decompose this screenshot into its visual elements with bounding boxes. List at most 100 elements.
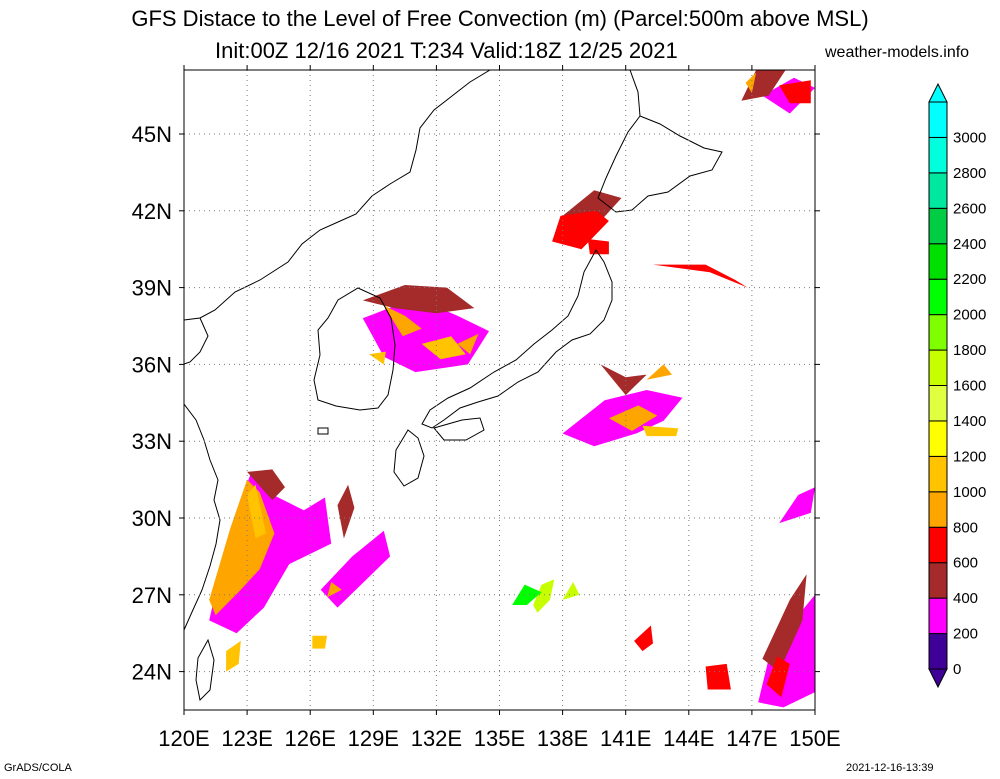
x-tick-label: 141E <box>600 726 651 751</box>
colorbar-label: 2600 <box>953 200 986 217</box>
field-patch <box>533 579 555 613</box>
x-tick-label: 135E <box>474 726 525 751</box>
x-tick-label: 132E <box>411 726 462 751</box>
colorbar-label: 3000 <box>953 129 986 146</box>
china-coastline-south <box>184 403 221 631</box>
field-patch <box>634 625 653 652</box>
field-patch <box>779 487 815 524</box>
colorbar-label: 800 <box>953 519 978 536</box>
colorbar-label: 0 <box>953 661 961 678</box>
colorbar-label: 1200 <box>953 448 986 465</box>
x-tick-label: 138E <box>537 726 588 751</box>
hokkaido-coastline <box>597 115 723 213</box>
colorbar-swatch <box>928 278 948 316</box>
y-tick-label: 45N <box>132 122 172 147</box>
colorbar-label: 200 <box>953 626 978 643</box>
colorbar-label: 1400 <box>953 413 986 430</box>
field-patch <box>312 635 327 649</box>
y-tick-label: 42N <box>132 199 172 224</box>
grid-lines <box>184 70 815 710</box>
y-tick-label: 33N <box>132 429 172 454</box>
shikoku-coastline <box>433 417 485 441</box>
field-patch <box>421 336 466 360</box>
colorbar-label: 1000 <box>953 484 986 501</box>
field-patch <box>745 72 757 93</box>
colorbar-label: 1800 <box>953 342 986 359</box>
colorbar: 0 200 400 600 800 1000 1200 1400 1600 1800 2000 220… <box>928 82 986 689</box>
field-patch <box>646 364 672 380</box>
field-patch <box>337 484 355 539</box>
jeju-coastline <box>317 427 329 435</box>
field-patch <box>383 305 422 337</box>
field-patch <box>587 239 609 255</box>
x-tick-label: 123E <box>221 726 272 751</box>
colorbar-label: 2800 <box>953 165 986 182</box>
y-tick-label: 30N <box>132 506 172 531</box>
map-title-line2: Init:00Z 12/16 2021 T:234 Valid:18Z 12/2… <box>215 38 678 63</box>
axis-ticks: 120E 123E 126E 129E 132E 135E 138E 141E 144E 147E… <box>132 65 841 751</box>
colorbar-label: 2000 <box>953 307 986 324</box>
colorbar-swatch <box>928 385 948 422</box>
colorbar-swatch <box>928 101 948 138</box>
field-patch <box>608 405 658 431</box>
colorbar-label: 400 <box>953 590 978 607</box>
field-patch <box>369 351 386 365</box>
colorbar-swatch <box>928 314 948 351</box>
x-tick-label: 147E <box>726 726 777 751</box>
field-patch <box>762 574 807 672</box>
colorbar-label: 600 <box>953 555 978 572</box>
software-credit: GrADS/COLA <box>4 762 72 774</box>
colorbar-swatch <box>928 562 948 599</box>
colorbar-swatch <box>928 420 948 457</box>
colorbar-swatch <box>928 172 948 209</box>
field-patch <box>653 264 748 288</box>
y-tick-label: 24N <box>132 660 172 685</box>
field-patch <box>362 285 475 314</box>
y-tick-label: 39N <box>132 276 172 301</box>
x-tick-label: 129E <box>348 726 399 751</box>
colorbar-swatch <box>928 597 948 635</box>
bohai-coastline <box>184 317 209 365</box>
y-tick-label: 27N <box>132 583 172 608</box>
x-tick-label: 144E <box>663 726 714 751</box>
colorbar-swatch <box>928 207 948 245</box>
colorbar-label: 1600 <box>953 378 986 395</box>
colorbar-bottom-arrow <box>928 668 948 689</box>
honshu-coastline <box>421 249 613 429</box>
colorbar-label: 2200 <box>953 271 986 288</box>
y-tick-label: 36N <box>132 352 172 377</box>
field-patch <box>562 190 622 221</box>
field-patch <box>562 582 580 600</box>
field-patch <box>320 530 391 608</box>
field-patch <box>457 333 479 355</box>
x-tick-label: 126E <box>285 726 336 751</box>
generated-timestamp: 2021-12-16-13:39 <box>846 762 934 774</box>
field-patch <box>247 484 266 539</box>
colorbar-swatch <box>928 491 948 528</box>
colorbar-swatch <box>928 136 948 174</box>
colorbar-swatch <box>928 455 948 493</box>
field-patch <box>766 656 790 698</box>
colorbar-swatch <box>928 633 948 670</box>
x-tick-label: 150E <box>789 726 840 751</box>
convection-field-layer <box>209 70 815 708</box>
site-credit: weather-models.info <box>825 44 970 61</box>
mainland-coastline <box>184 70 491 321</box>
field-patch <box>247 469 285 501</box>
field-patch <box>327 582 342 598</box>
coastline-layer <box>184 70 723 702</box>
field-patch <box>642 425 679 437</box>
map-title-line1: GFS Distace to the Level of Free Convect… <box>131 6 869 31</box>
field-patch <box>512 584 542 605</box>
korea-coastline <box>313 287 396 411</box>
colorbar-top-arrow <box>928 82 948 103</box>
sakhalin-coastline <box>629 70 641 117</box>
kyushu-coastline <box>393 429 425 487</box>
x-tick-label: 120E <box>158 726 209 751</box>
colorbar-swatch <box>928 349 948 386</box>
colorbar-swatch <box>928 526 948 564</box>
field-patch <box>600 364 647 396</box>
colorbar-swatch <box>928 243 948 280</box>
taiwan-coastline <box>195 638 215 702</box>
field-patch <box>226 640 241 672</box>
